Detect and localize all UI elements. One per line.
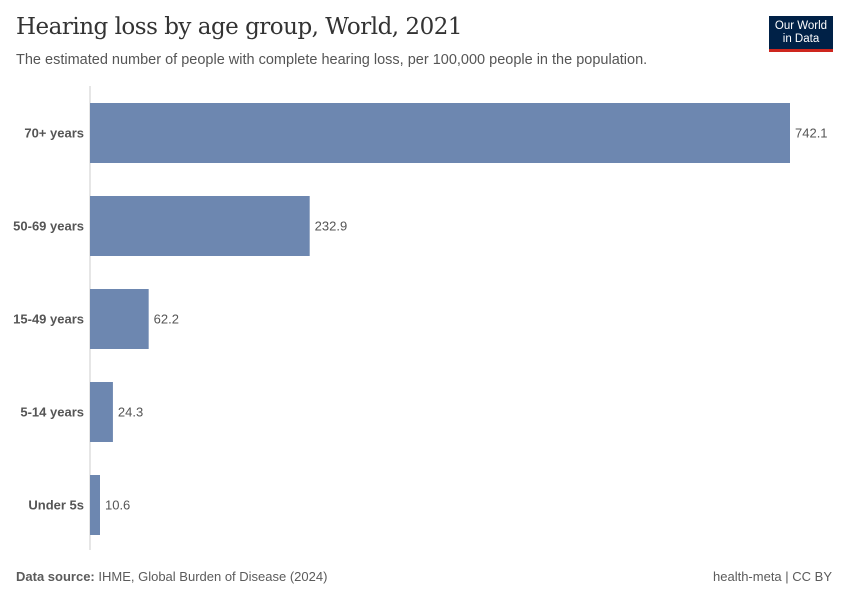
bar[interactable] — [90, 103, 790, 163]
value-label: 24.3 — [118, 405, 143, 420]
value-label: 232.9 — [315, 219, 348, 234]
bar[interactable] — [90, 382, 113, 442]
bar[interactable] — [90, 475, 100, 535]
source-link[interactable]: IHME, Global Burden of Disease (2024) — [98, 569, 328, 584]
owid-logo[interactable]: Our World in Data — [769, 16, 833, 52]
data-source: Data source: IHME, Global Burden of Dise… — [16, 569, 327, 584]
chart-title: Hearing loss by age group, World, 2021 — [16, 14, 462, 40]
category-label: Under 5s — [28, 498, 84, 513]
category-label: 5-14 years — [20, 405, 84, 420]
bar[interactable] — [90, 289, 149, 349]
value-label: 10.6 — [105, 498, 130, 513]
bar[interactable] — [90, 196, 310, 256]
category-label: 15-49 years — [13, 312, 84, 327]
value-label: 742.1 — [795, 126, 828, 141]
logo-line-1: Our World — [774, 20, 828, 32]
value-label: 62.2 — [154, 312, 179, 327]
source-label: Data source: — [16, 569, 95, 584]
license[interactable]: health-meta | CC BY — [713, 569, 832, 584]
logo-line-2: in Data — [782, 33, 820, 45]
chart-subtitle: The estimated number of people with comp… — [16, 52, 648, 68]
category-label: 50-69 years — [13, 219, 84, 234]
category-label: 70+ years — [24, 126, 84, 141]
